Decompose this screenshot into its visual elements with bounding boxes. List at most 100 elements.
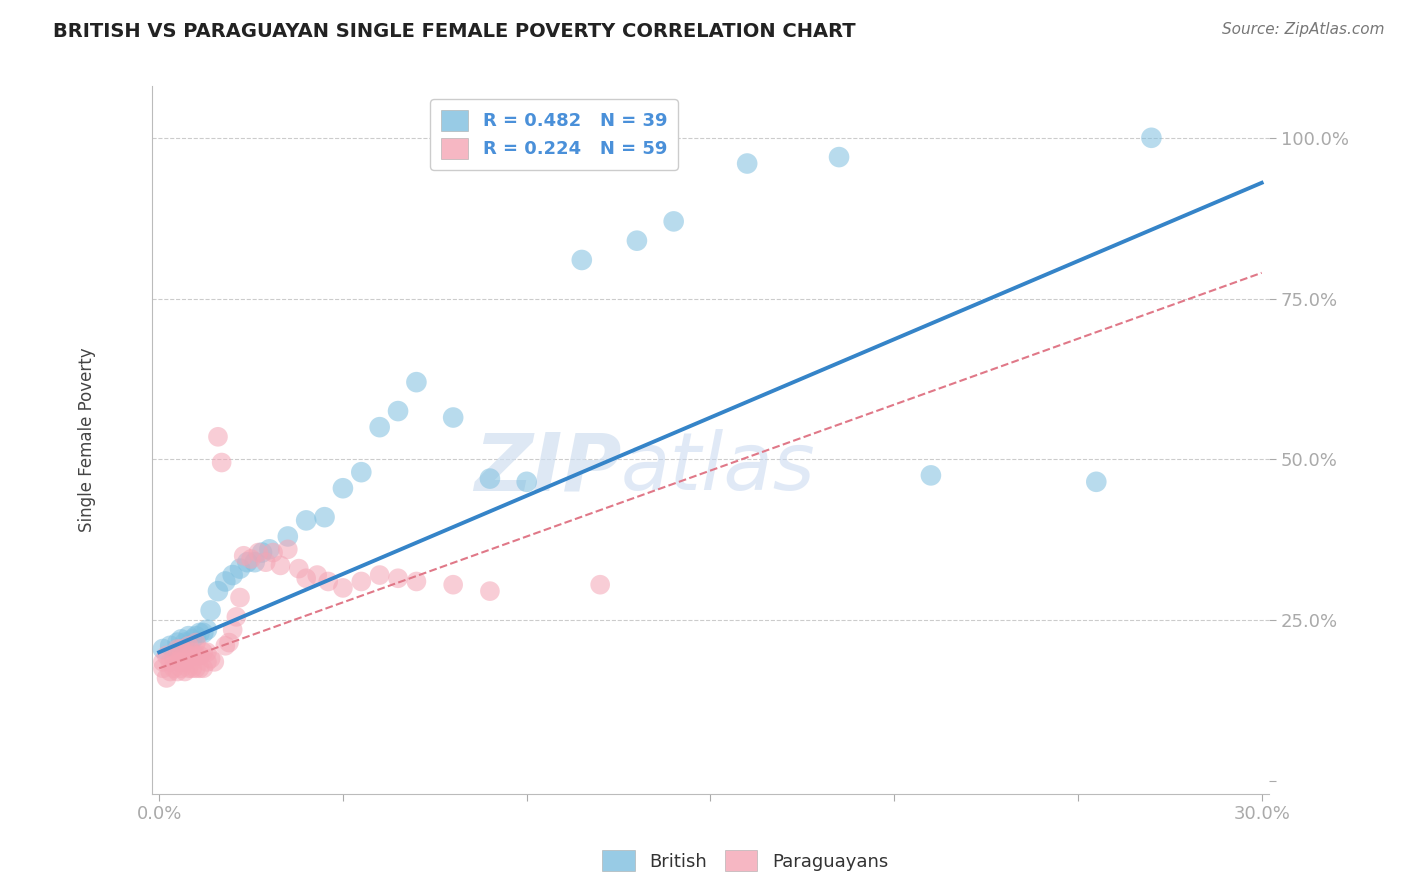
Point xyxy=(243,555,266,569)
Point xyxy=(177,648,200,663)
Point xyxy=(166,665,188,679)
Point xyxy=(188,648,211,663)
Point xyxy=(163,661,186,675)
Point xyxy=(159,655,181,669)
Point xyxy=(262,545,284,559)
Point xyxy=(307,568,329,582)
Point xyxy=(152,661,174,675)
Point xyxy=(295,571,318,585)
Point xyxy=(259,542,281,557)
Point xyxy=(232,549,254,563)
Point xyxy=(181,645,204,659)
Point xyxy=(166,655,188,669)
Point xyxy=(221,568,243,582)
Point xyxy=(269,558,291,573)
Point xyxy=(478,584,501,599)
Y-axis label: Single Female Poverty: Single Female Poverty xyxy=(79,348,96,533)
Point xyxy=(236,555,259,569)
Point xyxy=(200,651,222,665)
Point xyxy=(193,661,215,675)
Point xyxy=(188,661,211,675)
Point xyxy=(920,468,942,483)
Text: Source: ZipAtlas.com: Source: ZipAtlas.com xyxy=(1222,22,1385,37)
Point xyxy=(277,542,299,557)
Point xyxy=(195,623,218,637)
Point xyxy=(207,430,229,444)
Point xyxy=(184,661,207,675)
Point xyxy=(155,671,177,685)
Point xyxy=(295,513,318,527)
Point xyxy=(170,661,193,675)
Point xyxy=(195,655,218,669)
Point xyxy=(152,655,174,669)
Point xyxy=(181,632,204,647)
Point xyxy=(225,610,247,624)
Legend: R = 0.482   N = 39, R = 0.224   N = 59: R = 0.482 N = 39, R = 0.224 N = 59 xyxy=(430,99,678,169)
Point xyxy=(214,639,236,653)
Point xyxy=(316,574,339,589)
Point xyxy=(332,581,354,595)
Point xyxy=(387,404,409,418)
Point xyxy=(152,642,174,657)
Text: atlas: atlas xyxy=(621,429,815,508)
Point xyxy=(188,626,211,640)
Point xyxy=(1085,475,1108,489)
Point xyxy=(174,645,197,659)
Point xyxy=(405,375,427,389)
Point xyxy=(193,626,215,640)
Point xyxy=(218,635,240,649)
Point xyxy=(277,529,299,543)
Point xyxy=(229,561,252,575)
Point xyxy=(170,651,193,665)
Point xyxy=(662,214,685,228)
Point xyxy=(1140,130,1163,145)
Point xyxy=(626,234,648,248)
Point xyxy=(350,574,373,589)
Point xyxy=(184,635,207,649)
Point xyxy=(221,623,243,637)
Point xyxy=(174,655,197,669)
Point xyxy=(170,642,193,657)
Point xyxy=(288,561,311,575)
Point xyxy=(250,545,273,559)
Point xyxy=(214,574,236,589)
Point xyxy=(478,472,501,486)
Point xyxy=(181,661,204,675)
Point xyxy=(184,648,207,663)
Point xyxy=(229,591,252,605)
Point xyxy=(166,642,188,657)
Point xyxy=(184,629,207,643)
Point xyxy=(735,156,758,170)
Legend: British, Paraguayans: British, Paraguayans xyxy=(595,843,896,879)
Point xyxy=(159,639,181,653)
Point xyxy=(166,635,188,649)
Point xyxy=(314,510,336,524)
Text: BRITISH VS PARAGUAYAN SINGLE FEMALE POVERTY CORRELATION CHART: BRITISH VS PARAGUAYAN SINGLE FEMALE POVE… xyxy=(53,22,856,41)
Point xyxy=(368,420,391,434)
Point xyxy=(828,150,851,164)
Point xyxy=(174,635,197,649)
Point xyxy=(177,661,200,675)
Point xyxy=(159,665,181,679)
Point xyxy=(193,645,215,659)
Point xyxy=(589,577,612,591)
Point xyxy=(174,665,197,679)
Point xyxy=(405,574,427,589)
Point xyxy=(170,632,193,647)
Point xyxy=(571,252,593,267)
Point xyxy=(441,410,464,425)
Point xyxy=(441,577,464,591)
Point xyxy=(177,629,200,643)
Point xyxy=(247,545,270,559)
Point xyxy=(368,568,391,582)
Point xyxy=(195,645,218,659)
Point xyxy=(200,603,222,617)
Point xyxy=(211,456,233,470)
Point xyxy=(202,655,225,669)
Text: ZIP: ZIP xyxy=(474,429,621,508)
Point xyxy=(350,465,373,479)
Point xyxy=(254,555,277,569)
Point xyxy=(207,584,229,599)
Point xyxy=(155,648,177,663)
Point xyxy=(387,571,409,585)
